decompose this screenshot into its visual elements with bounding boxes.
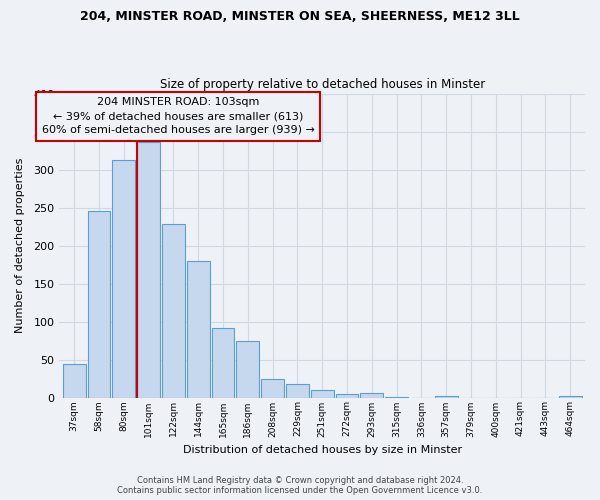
Bar [112,160,135,398]
Bar [361,393,383,398]
Bar [212,328,235,398]
Bar [88,212,110,398]
Bar [385,397,408,398]
Y-axis label: Number of detached properties: Number of detached properties [15,158,25,333]
Bar [261,378,284,398]
Bar [286,384,309,398]
Bar [162,224,185,398]
Bar [187,260,209,398]
X-axis label: Distribution of detached houses by size in Minster: Distribution of detached houses by size … [182,445,462,455]
Bar [335,394,358,398]
Bar [137,142,160,398]
Title: Size of property relative to detached houses in Minster: Size of property relative to detached ho… [160,78,485,91]
Bar [236,340,259,398]
Text: 204, MINSTER ROAD, MINSTER ON SEA, SHEERNESS, ME12 3LL: 204, MINSTER ROAD, MINSTER ON SEA, SHEER… [80,10,520,23]
Text: Contains HM Land Registry data © Crown copyright and database right 2024.
Contai: Contains HM Land Registry data © Crown c… [118,476,482,495]
Bar [435,396,458,398]
Bar [559,396,581,398]
Text: 204 MINSTER ROAD: 103sqm
← 39% of detached houses are smaller (613)
60% of semi-: 204 MINSTER ROAD: 103sqm ← 39% of detach… [42,98,315,136]
Bar [63,364,86,398]
Bar [311,390,334,398]
